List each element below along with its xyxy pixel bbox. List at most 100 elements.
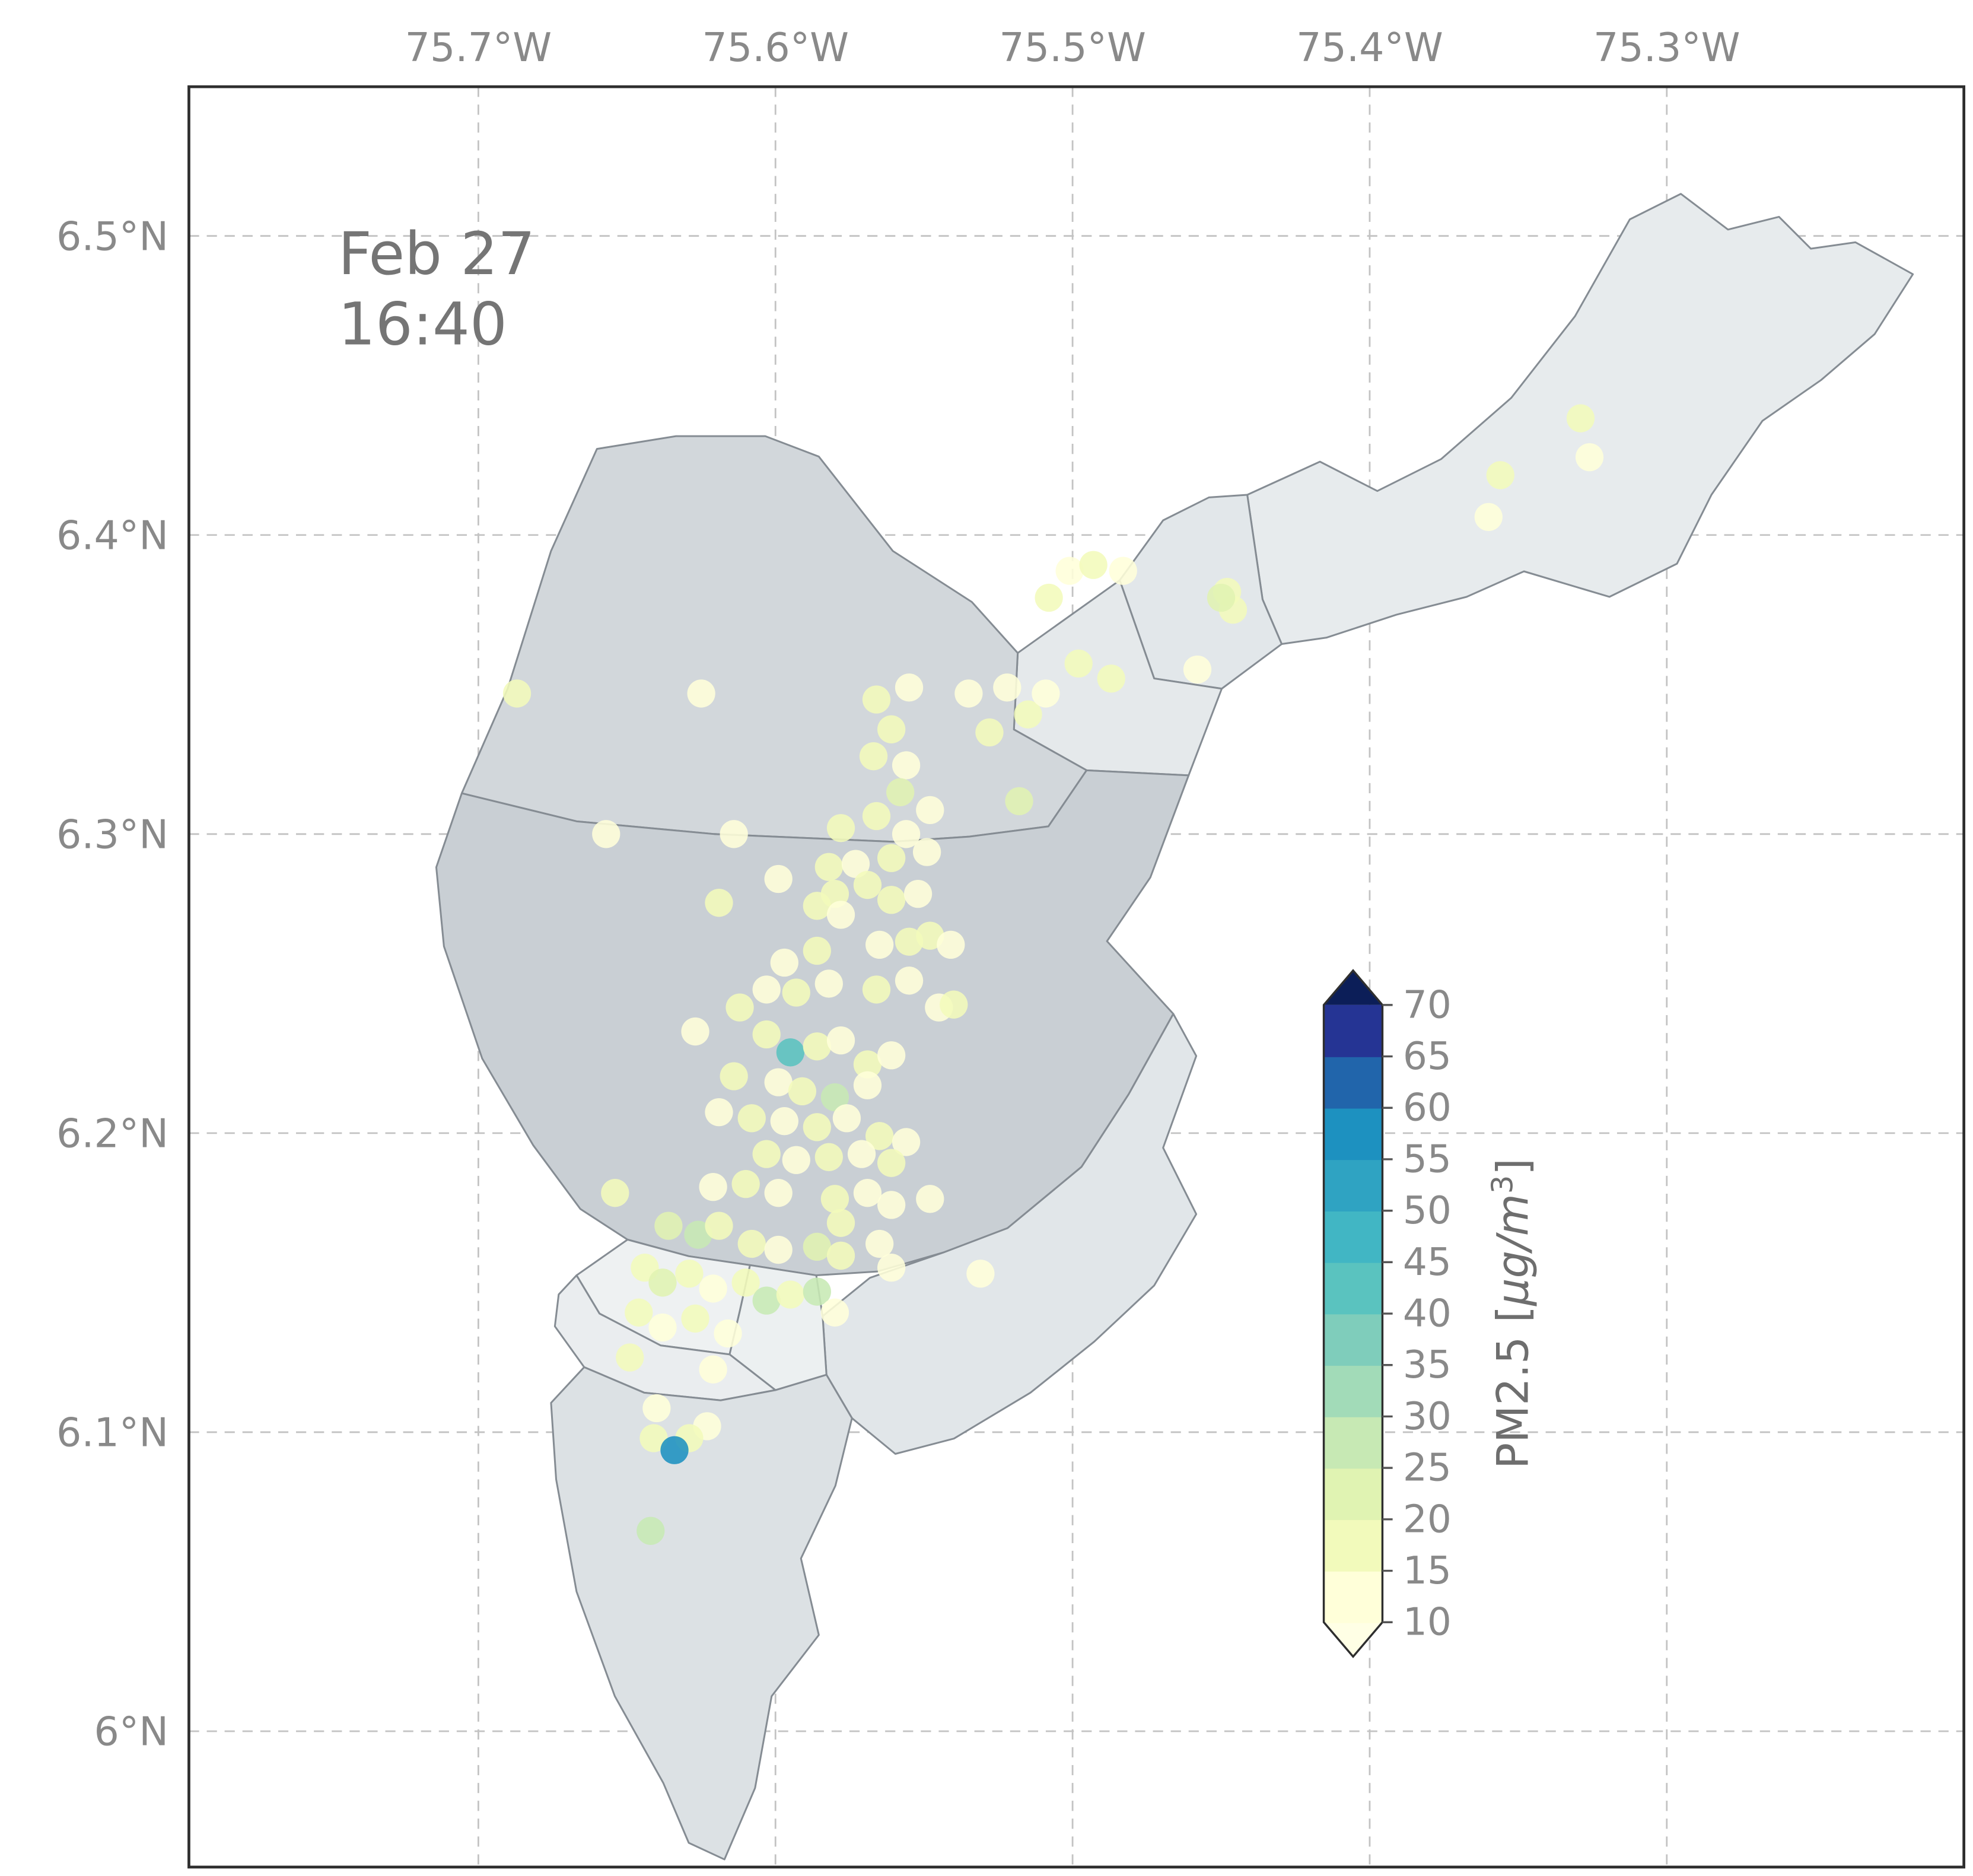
pm25-data-point bbox=[752, 975, 781, 1004]
colorbar-segment bbox=[1323, 1262, 1383, 1315]
pm25-data-point bbox=[937, 930, 965, 959]
colorbar-segment bbox=[1323, 1056, 1383, 1109]
pm25-data-point bbox=[1032, 679, 1060, 708]
colorbar-tick-label: 50 bbox=[1403, 1188, 1452, 1233]
pm25-data-point bbox=[720, 1062, 748, 1090]
pm25-data-point bbox=[895, 673, 924, 702]
pm25-data-point bbox=[1109, 557, 1137, 585]
pm25-data-point bbox=[687, 679, 715, 708]
pm25-data-point bbox=[642, 1394, 671, 1423]
pm25-data-point bbox=[731, 1170, 760, 1198]
municipality-regions-layer bbox=[435, 193, 1914, 1861]
colorbar-segment bbox=[1323, 1570, 1383, 1623]
pm25-data-point bbox=[782, 1146, 810, 1174]
pm25-station-points-layer bbox=[502, 404, 1604, 1545]
pm25-data-point bbox=[1566, 404, 1595, 433]
pm25-data-point bbox=[862, 802, 891, 831]
pm25-data-point bbox=[616, 1343, 644, 1372]
pm25-data-point bbox=[826, 1026, 855, 1055]
colorbar-segment bbox=[1323, 1004, 1383, 1057]
pm25-data-point bbox=[841, 850, 870, 878]
colorbar-segment bbox=[1323, 1365, 1383, 1417]
pm25-data-point bbox=[892, 751, 921, 780]
pm25-data-point bbox=[966, 1260, 995, 1288]
colorbar-segment bbox=[1323, 1468, 1383, 1521]
pm25-data-point bbox=[877, 844, 906, 872]
pm25-data-point bbox=[737, 1104, 766, 1133]
pm25-data-point bbox=[681, 1017, 709, 1046]
pm25-data-point bbox=[592, 820, 620, 848]
pm25-data-point bbox=[895, 966, 924, 995]
pm25-data-point bbox=[993, 673, 1021, 702]
pm25-data-point bbox=[699, 1172, 727, 1201]
pm25-data-point bbox=[502, 679, 532, 708]
municipality-polygon bbox=[550, 1366, 853, 1861]
pm25-data-point bbox=[865, 1122, 894, 1150]
pm25-data-point bbox=[820, 1083, 849, 1112]
y-axis-tick-label: 6.4°N bbox=[56, 512, 168, 558]
pm25-data-point bbox=[1183, 655, 1212, 684]
pm25-data-point bbox=[853, 870, 882, 899]
pm25-data-point bbox=[832, 1104, 861, 1133]
colorbar-tick-label: 15 bbox=[1403, 1549, 1452, 1593]
y-axis-tick-label: 6.5°N bbox=[56, 213, 168, 259]
pm25-data-point bbox=[916, 1185, 944, 1213]
pm25-data-point bbox=[648, 1313, 677, 1342]
pm25-data-point bbox=[1486, 461, 1514, 489]
pm25-data-point bbox=[954, 679, 983, 708]
pm25-data-point bbox=[1014, 700, 1042, 729]
plot-frame bbox=[187, 85, 1966, 1869]
colorbar-segment bbox=[1323, 1210, 1383, 1263]
pm25-data-point bbox=[770, 948, 798, 977]
colorbar-segment bbox=[1323, 1108, 1383, 1160]
pm25-data-point bbox=[720, 820, 748, 848]
pm25-data-point bbox=[782, 978, 810, 1007]
pm25-data-point bbox=[1474, 503, 1503, 532]
pm25-data-point bbox=[803, 1277, 831, 1306]
pm25-data-point bbox=[877, 1191, 906, 1219]
colorbar-tick-label: 60 bbox=[1403, 1086, 1452, 1130]
pm25-data-point bbox=[916, 796, 944, 825]
colorbar-tick-label: 25 bbox=[1403, 1446, 1452, 1490]
pm25-data-point bbox=[803, 936, 831, 965]
pm25-data-point bbox=[803, 1032, 831, 1061]
pm25-data-point bbox=[912, 838, 941, 866]
pm25-data-point bbox=[886, 778, 915, 806]
pm25-data-point bbox=[859, 742, 888, 771]
colorbar-tick-label: 65 bbox=[1403, 1034, 1452, 1079]
colorbar-tick-label: 35 bbox=[1403, 1343, 1452, 1387]
pm25-data-point bbox=[853, 1071, 882, 1099]
pm25-data-point bbox=[705, 1098, 733, 1127]
pm25-data-point bbox=[752, 1286, 781, 1315]
pm25-data-point bbox=[803, 1113, 831, 1142]
pm25-data-point bbox=[877, 886, 906, 914]
pm25-data-point bbox=[764, 864, 793, 894]
pm25-data-point bbox=[725, 993, 754, 1022]
pm25-data-point bbox=[776, 1038, 805, 1067]
colorbar: 10 15 20 25 30 35 40 45 50 55 60 65 70 bbox=[1322, 969, 1452, 1658]
pm25-data-point bbox=[764, 1068, 793, 1096]
pm25-data-point bbox=[826, 1209, 855, 1237]
pm25-data-point bbox=[820, 1298, 849, 1327]
pm25-data-point bbox=[648, 1268, 677, 1297]
x-axis-tick-label: 75.5°W bbox=[999, 24, 1146, 71]
pm25-data-point bbox=[892, 820, 921, 848]
pm25-data-point bbox=[1005, 787, 1033, 815]
colorbar-tick-label: 10 bbox=[1403, 1600, 1452, 1645]
colorbar-tick-label: 30 bbox=[1403, 1394, 1452, 1439]
pm25-data-point bbox=[803, 892, 831, 920]
colorbar-segment bbox=[1323, 1519, 1383, 1572]
pm25-data-point bbox=[814, 1143, 843, 1171]
pm25-data-point bbox=[853, 1179, 882, 1207]
y-axis-tick-label: 6°N bbox=[94, 1709, 169, 1755]
colorbar-axis-label: PM2.5 [μg/m3] bbox=[1485, 1158, 1539, 1469]
pm25-data-point bbox=[764, 1179, 793, 1207]
pm25-data-point bbox=[975, 718, 1004, 747]
pm25-data-point bbox=[660, 1436, 689, 1464]
pm25-data-point bbox=[940, 990, 968, 1019]
colorbar-tick-label: 55 bbox=[1403, 1137, 1452, 1181]
colorbar-segment bbox=[1323, 1416, 1383, 1469]
pm25-data-point bbox=[764, 1235, 793, 1264]
pm25-data-point bbox=[625, 1298, 653, 1327]
pm25-data-point bbox=[601, 1179, 629, 1207]
